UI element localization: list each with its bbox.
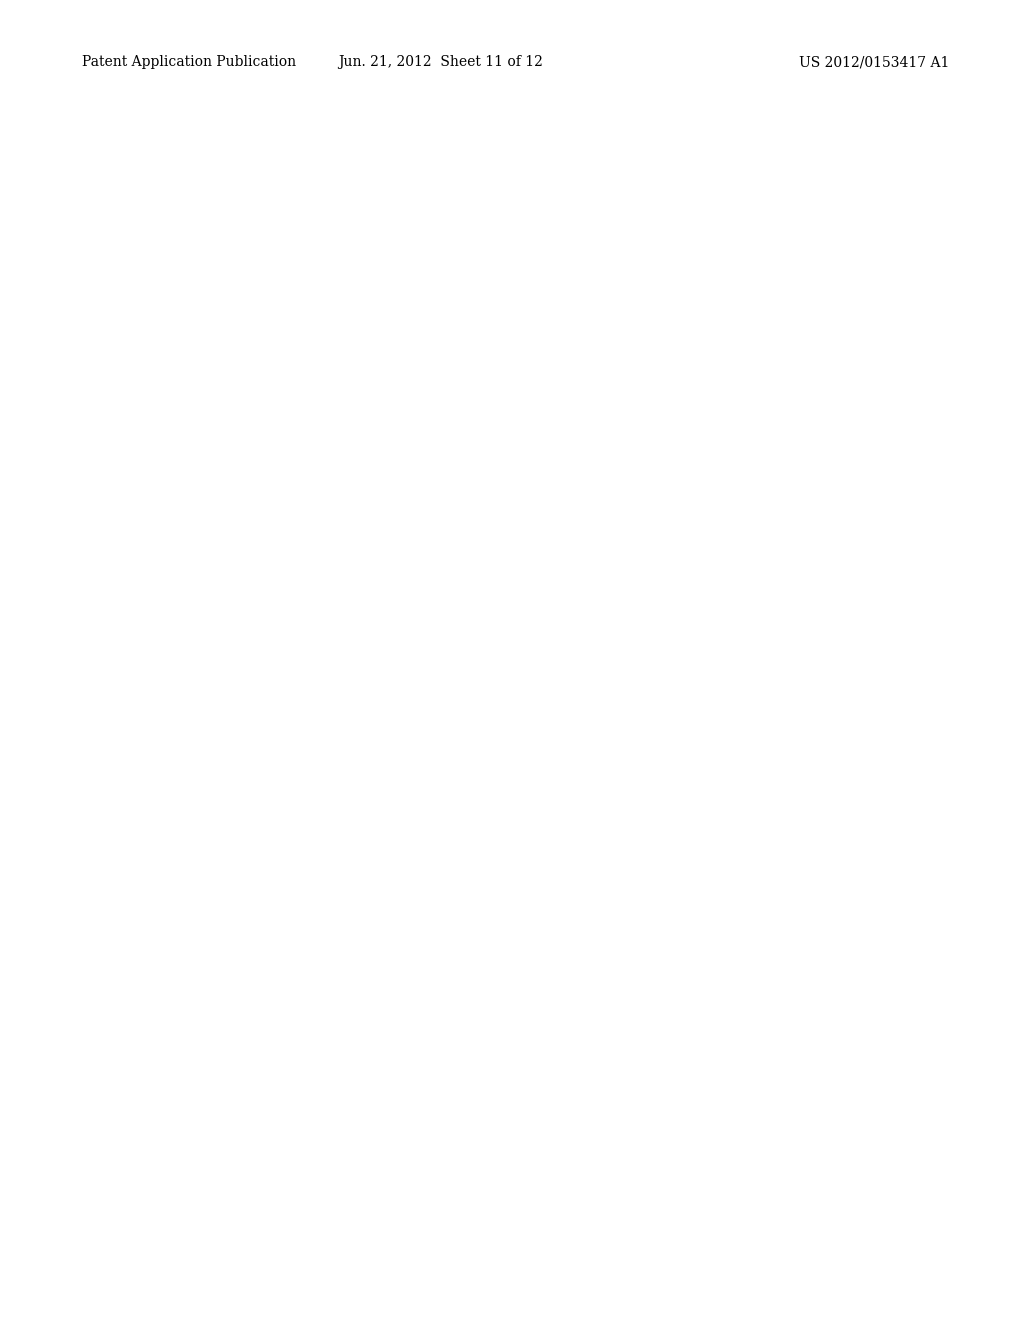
Text: US 2012/0153417 A1: US 2012/0153417 A1 xyxy=(799,55,949,70)
Text: Jun. 21, 2012  Sheet 11 of 12: Jun. 21, 2012 Sheet 11 of 12 xyxy=(338,55,543,70)
Text: Patent Application Publication: Patent Application Publication xyxy=(82,55,296,70)
